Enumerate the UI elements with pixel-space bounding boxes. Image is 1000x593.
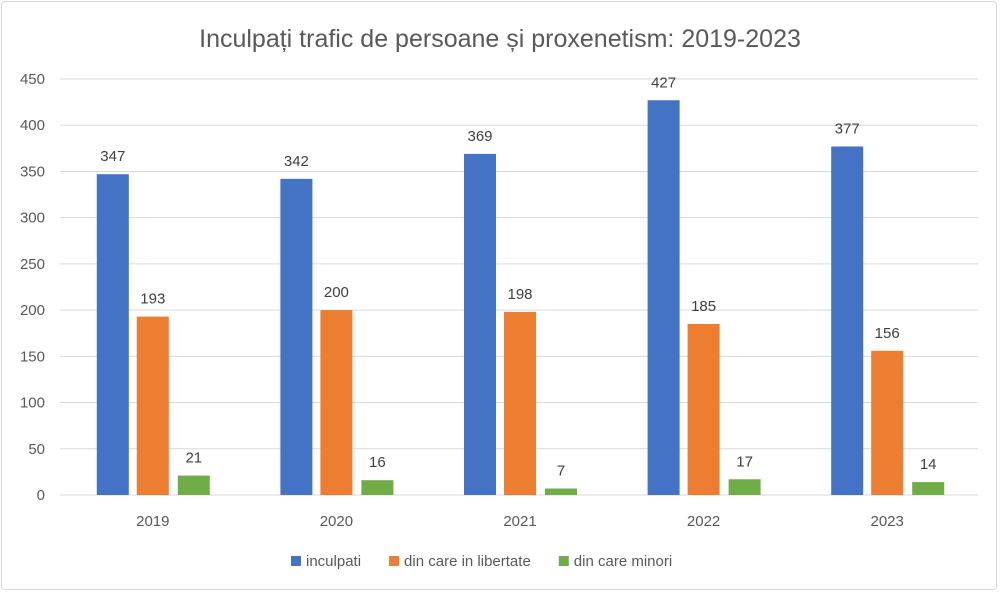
data-label: 16 xyxy=(369,454,386,471)
y-axis: 0 50 100 150 200 250 300 350 400 450 xyxy=(20,71,45,504)
y-tick-label: 0 xyxy=(37,487,45,504)
data-label: 377 xyxy=(835,120,860,137)
y-tick-label: 150 xyxy=(20,348,45,365)
bar xyxy=(728,479,761,495)
y-tick-label: 300 xyxy=(20,210,45,227)
x-tick-label: 2021 xyxy=(503,513,536,530)
bar xyxy=(545,488,577,495)
x-tick-label: 2023 xyxy=(871,513,904,530)
bar xyxy=(361,480,394,495)
data-label: 198 xyxy=(507,286,532,303)
bar xyxy=(280,178,313,495)
legend-label: din care minori xyxy=(574,553,672,570)
y-tick-label: 100 xyxy=(20,395,45,412)
x-tick-label: 2022 xyxy=(687,513,720,530)
bar xyxy=(504,311,536,495)
data-label: 369 xyxy=(467,128,492,145)
data-label: 21 xyxy=(185,450,202,467)
legend-label: inculpati xyxy=(306,553,361,570)
data-label: 7 xyxy=(557,463,565,480)
gridlines xyxy=(60,78,978,496)
x-tick-label: 2020 xyxy=(320,513,353,530)
x-tick-label: 2019 xyxy=(136,513,169,530)
data-label: 200 xyxy=(324,284,349,301)
data-label: 17 xyxy=(736,453,753,470)
bar xyxy=(912,482,945,495)
chart-title: Inculpați trafic de persoane și proxenet… xyxy=(199,25,801,53)
data-label: 347 xyxy=(100,148,125,165)
data-label: 14 xyxy=(920,456,937,473)
y-tick-label: 50 xyxy=(28,441,45,458)
data-label: 185 xyxy=(691,298,716,315)
y-tick-label: 450 xyxy=(20,71,45,88)
legend-swatch xyxy=(291,556,301,566)
bar xyxy=(831,146,864,496)
bar xyxy=(320,310,353,495)
x-axis: 2019 2020 2021 2022 2023 xyxy=(136,513,904,530)
legend-label: din care in libertate xyxy=(404,553,531,570)
bars: 347 193 21 342 200 16 369 198 7 427 185 17 377 156 14 xyxy=(96,74,945,496)
data-label: 427 xyxy=(651,74,676,91)
y-tick-label: 250 xyxy=(20,256,45,273)
data-label: 156 xyxy=(875,325,900,342)
y-tick-label: 200 xyxy=(20,302,45,319)
bar xyxy=(177,475,210,495)
data-label: 342 xyxy=(284,153,309,170)
bar xyxy=(647,100,680,496)
bar xyxy=(687,323,720,495)
legend: inculpati din care in libertate din care m… xyxy=(291,553,672,570)
bar xyxy=(136,316,169,495)
bar xyxy=(96,174,129,495)
legend-swatch xyxy=(389,556,400,566)
y-tick-label: 400 xyxy=(20,117,45,134)
legend-swatch xyxy=(558,556,569,566)
data-label: 193 xyxy=(140,291,165,308)
y-tick-label: 350 xyxy=(20,163,45,180)
bar xyxy=(871,350,904,495)
bar xyxy=(464,153,496,495)
